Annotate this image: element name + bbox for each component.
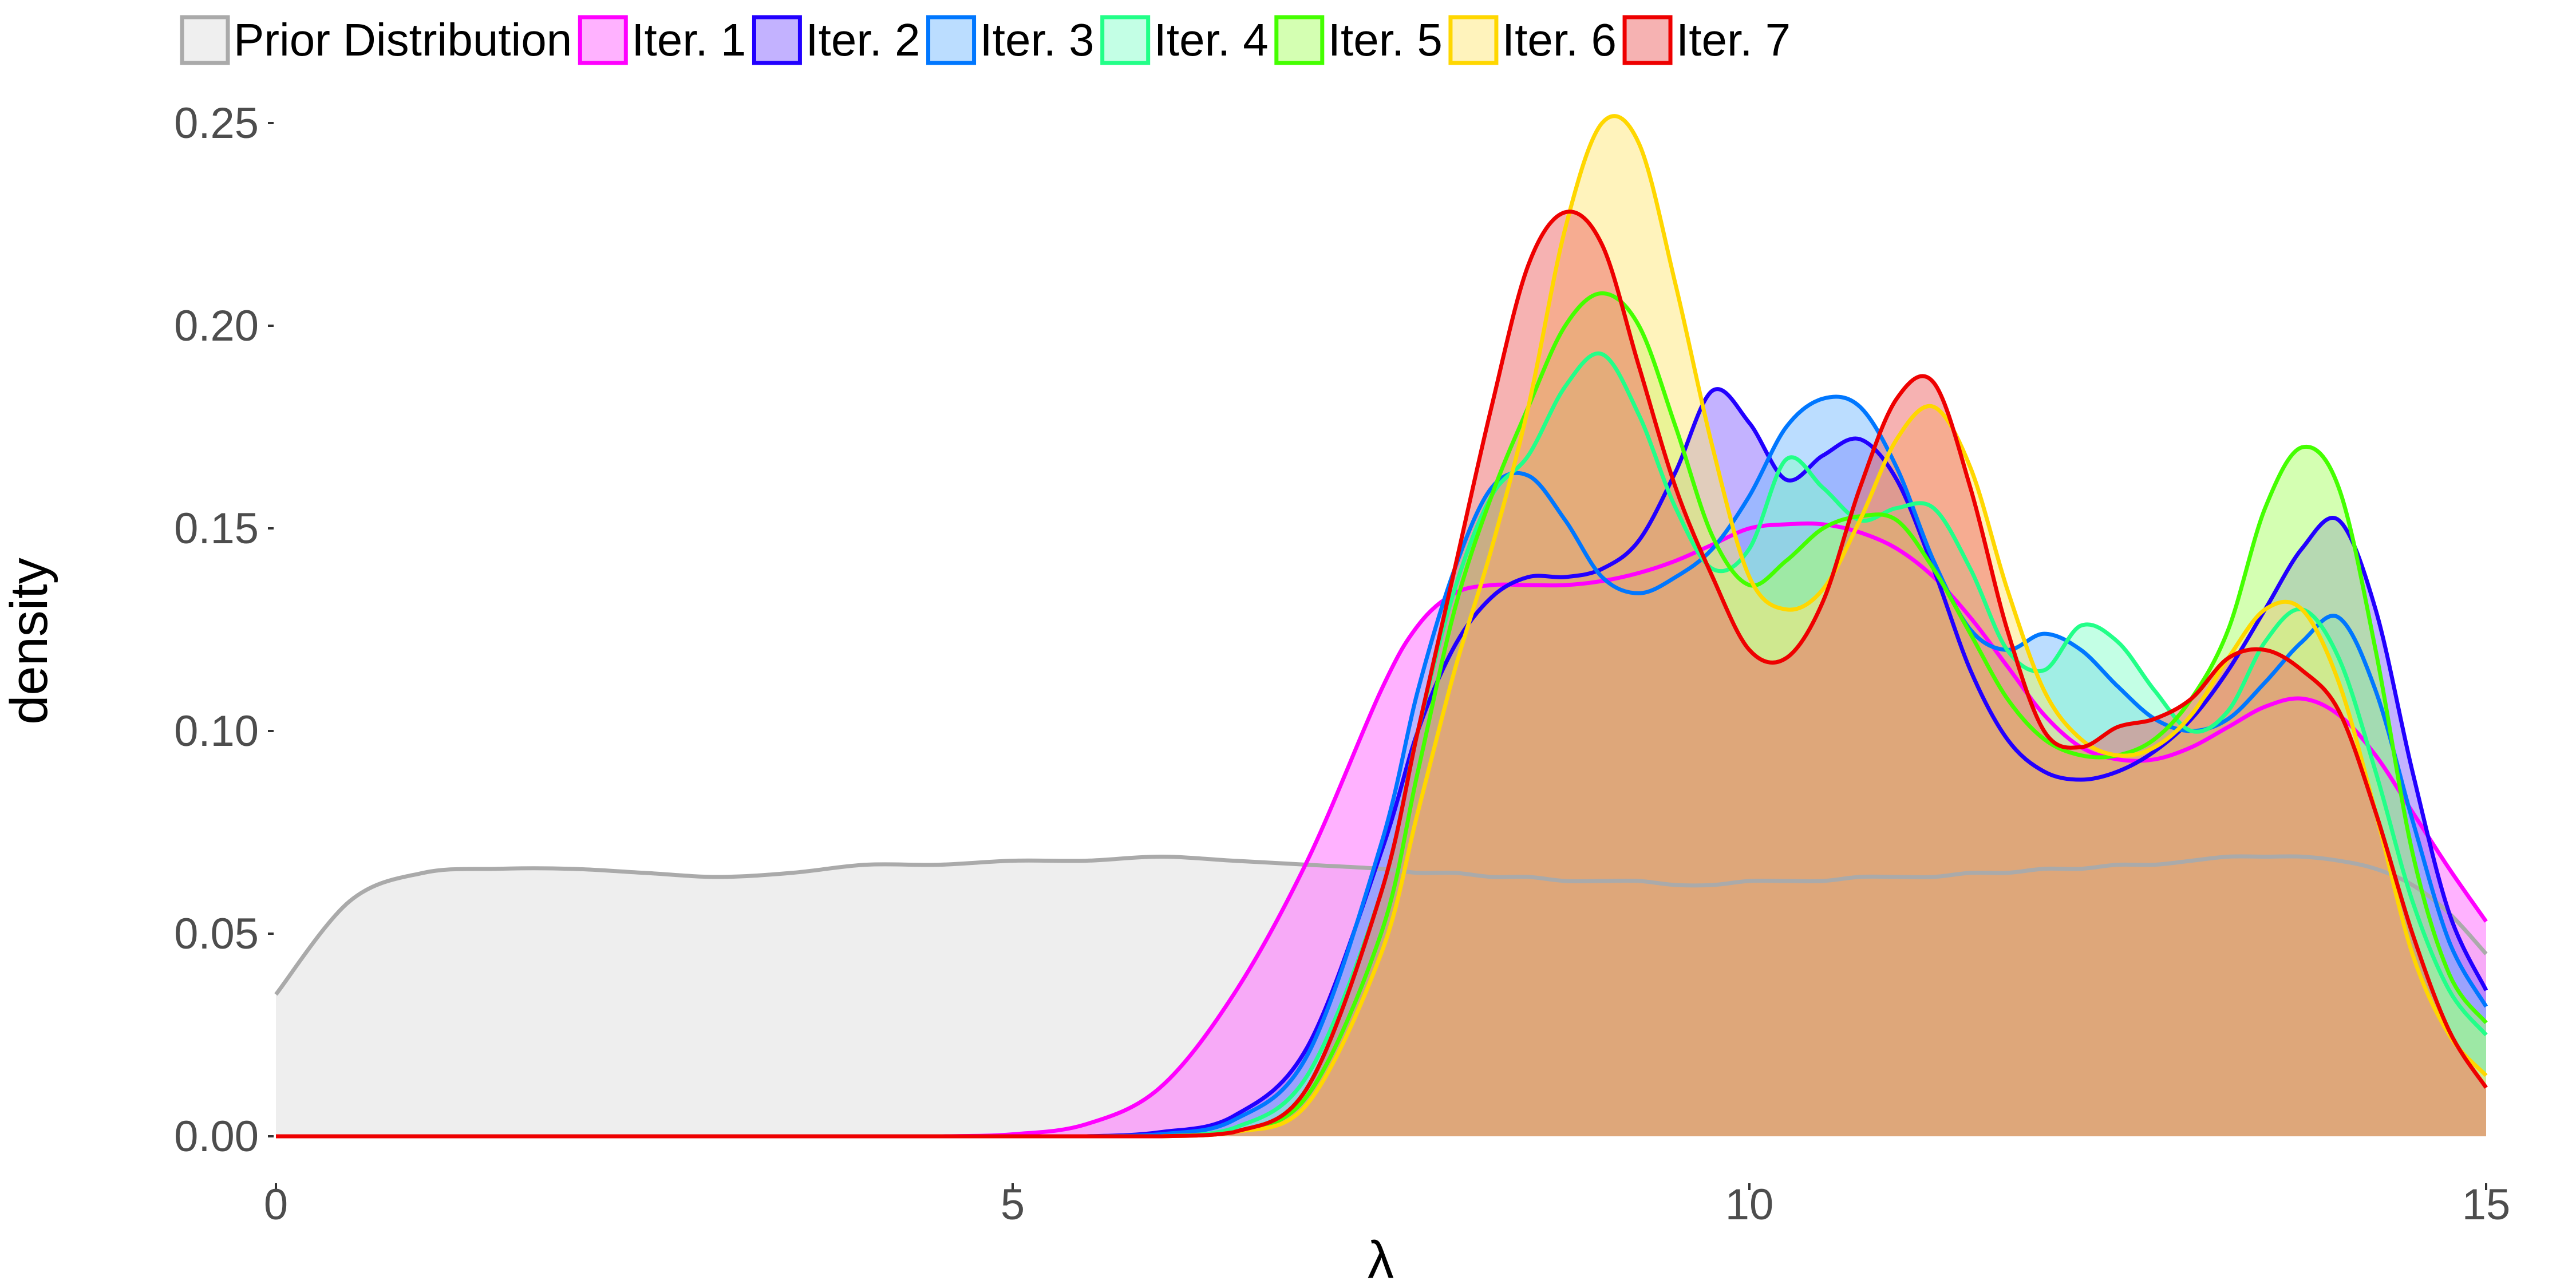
density-areas [276, 116, 2486, 1137]
legend-item-iter-4: Iter. 4 [1100, 14, 1269, 65]
y-axis: 0.00 0.05 0.10 0.15 0.20 0.25 [174, 99, 274, 1161]
legend-label: Iter. 7 [1676, 14, 1791, 65]
legend-label: Iter. 4 [1154, 14, 1269, 65]
legend-item-iter-7: Iter. 7 [1622, 14, 1791, 65]
legend-label: Iter. 1 [631, 14, 746, 65]
legend-item-iter-5: Iter. 5 [1274, 14, 1443, 65]
legend-swatch [180, 15, 230, 65]
line-prior-distribution [274, 854, 2488, 996]
y-tick-label: 0.15 [174, 504, 259, 553]
legend-label: Iter. 2 [805, 14, 920, 65]
legend-swatch [926, 15, 977, 65]
legend-swatch [1100, 15, 1151, 65]
legend-label: Iter. 6 [1502, 14, 1617, 65]
y-tick-label: 0.25 [174, 99, 259, 148]
x-axis-title: λ [1368, 1231, 1394, 1288]
legend-item-iter-3: Iter. 3 [926, 14, 1095, 65]
y-tick-label: 0.05 [174, 910, 259, 958]
x-tick-label: 5 [1001, 1180, 1025, 1229]
legend: Prior Distribution Iter. 1 Iter. 2 Iter. 3 I… [180, 14, 1791, 65]
legend-item-iter-2: Iter. 2 [752, 14, 920, 65]
legend-swatch [1622, 15, 1673, 65]
legend-label: Prior Distribution [234, 14, 572, 65]
legend-swatch [1448, 15, 1499, 65]
legend-label: Iter. 5 [1328, 14, 1443, 65]
x-tick-label: 15 [2462, 1180, 2511, 1229]
y-tick-label: 0.10 [174, 707, 259, 756]
legend-item-iter-6: Iter. 6 [1448, 14, 1617, 65]
x-tick-label: 10 [1725, 1180, 1774, 1229]
legend-item-iter-1: Iter. 1 [578, 14, 746, 65]
legend-label: Iter. 3 [980, 14, 1095, 65]
y-tick-label: 0.00 [174, 1112, 259, 1161]
line-iter-7 [276, 210, 2488, 1139]
density-lines [274, 114, 2488, 1139]
y-axis-title: density [0, 558, 58, 725]
area-iter-7 [276, 211, 2486, 1137]
y-tick-label: 0.20 [174, 302, 259, 350]
legend-swatch [752, 15, 802, 65]
legend-swatch [1274, 15, 1325, 65]
legend-swatch [578, 15, 628, 65]
legend-item-prior-distribution: Prior Distribution [180, 14, 572, 65]
x-axis: 0 5 10 15 [264, 1180, 2510, 1229]
x-tick-label: 0 [264, 1180, 288, 1229]
